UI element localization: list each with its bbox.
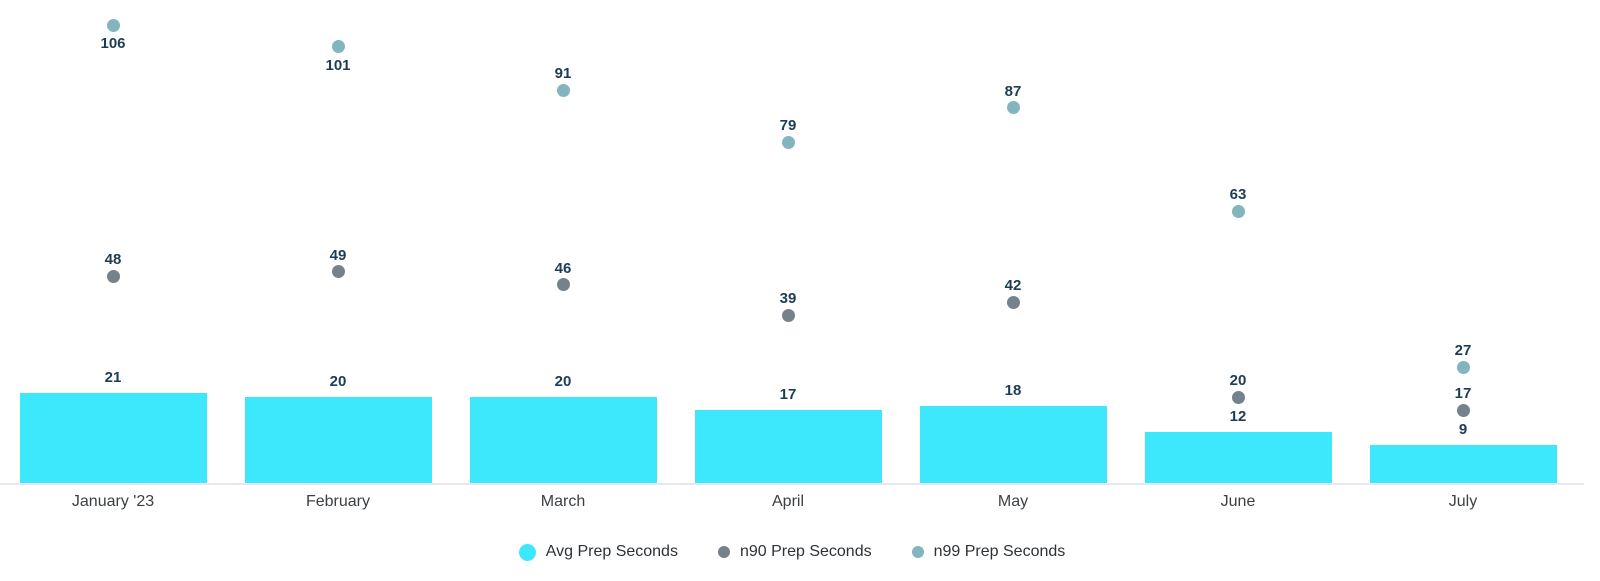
legend-label-n99-prep-seconds: n99 Prep Seconds	[933, 543, 1066, 560]
n99-prep-seconds-dot-february[interactable]	[331, 40, 345, 54]
x-axis-label-february: February	[305, 493, 371, 510]
legend-label-avg-prep-seconds: Avg Prep Seconds	[545, 543, 678, 560]
n90-prep-seconds-value-label-july: 17	[1454, 385, 1472, 403]
n90-prep-seconds-dot-july[interactable]	[1456, 403, 1470, 417]
bar-avg-prep-seconds-february[interactable]	[244, 397, 432, 484]
n90-prep-seconds-value-label-june: 20	[1229, 372, 1247, 390]
bar-value-label-april: 17	[779, 386, 797, 404]
bar-value-label-january-23: 21	[104, 369, 122, 387]
x-axis-label-july: July	[1448, 493, 1478, 510]
n99-prep-seconds-value-label-january-23: 106	[100, 35, 126, 53]
bar-avg-prep-seconds-march[interactable]	[469, 397, 657, 484]
n99-prep-seconds-dot-june[interactable]	[1231, 204, 1245, 218]
legend-item-n99-prep-seconds[interactable]: n99 Prep Seconds	[911, 542, 1066, 562]
n99-prep-seconds-value-label-april: 79	[779, 117, 797, 135]
bar-value-label-march: 20	[554, 373, 572, 391]
legend: Avg Prep Seconds n90 Prep Seconds n99 Prep…	[0, 542, 1584, 562]
n90-prep-seconds-dot-january-23[interactable]	[106, 269, 120, 283]
bar-avg-prep-seconds-june[interactable]	[1144, 432, 1332, 484]
legend-marker-n90-prep-seconds-icon	[717, 546, 730, 558]
legend-item-avg-prep-seconds[interactable]: Avg Prep Seconds	[518, 542, 678, 562]
n90-prep-seconds-value-label-may: 42	[1004, 277, 1022, 295]
n99-prep-seconds-dot-january-23[interactable]	[106, 18, 120, 32]
legend-marker-n99-prep-seconds-icon	[911, 546, 924, 558]
n99-prep-seconds-value-label-june: 63	[1229, 186, 1247, 204]
bar-avg-prep-seconds-july[interactable]	[1369, 445, 1557, 484]
n90-prep-seconds-dot-april[interactable]	[781, 308, 795, 322]
n90-prep-seconds-dot-may[interactable]	[1006, 295, 1020, 309]
bar-value-label-may: 18	[1004, 382, 1022, 400]
bar-value-label-june: 12	[1229, 408, 1247, 426]
x-axis-label-january-23: January '23	[71, 493, 155, 510]
n90-prep-seconds-value-label-january-23: 48	[104, 251, 122, 269]
n99-prep-seconds-value-label-march: 91	[554, 65, 572, 83]
x-axis-label-may: May	[997, 493, 1029, 510]
bar-value-label-july: 9	[1458, 421, 1468, 439]
legend-label-n90-prep-seconds: n90 Prep Seconds	[739, 543, 872, 560]
n90-prep-seconds-dot-february[interactable]	[331, 265, 345, 279]
legend-item-n90-prep-seconds[interactable]: n90 Prep Seconds	[717, 542, 872, 562]
bar-avg-prep-seconds-january-23[interactable]	[19, 393, 207, 484]
n90-prep-seconds-value-label-february: 49	[329, 246, 347, 264]
n90-prep-seconds-value-label-april: 39	[779, 290, 797, 308]
n99-prep-seconds-dot-july[interactable]	[1456, 360, 1470, 374]
bar-avg-prep-seconds-april[interactable]	[694, 410, 882, 484]
bar-value-label-february: 20	[329, 373, 347, 391]
legend-marker-avg-prep-seconds-icon	[518, 543, 536, 561]
n99-prep-seconds-value-label-may: 87	[1004, 82, 1022, 100]
n99-prep-seconds-value-label-february: 101	[325, 56, 351, 74]
n99-prep-seconds-dot-april[interactable]	[781, 135, 795, 149]
n99-prep-seconds-dot-may[interactable]	[1006, 101, 1020, 115]
n90-prep-seconds-dot-march[interactable]	[556, 278, 570, 292]
n90-prep-seconds-value-label-march: 46	[554, 259, 572, 277]
x-axis-line	[0, 483, 1584, 485]
x-axis-label-april: April	[771, 493, 805, 510]
x-axis-label-march: March	[540, 493, 586, 510]
n90-prep-seconds-dot-june[interactable]	[1231, 390, 1245, 404]
x-axis-label-june: June	[1220, 493, 1256, 510]
n99-prep-seconds-dot-march[interactable]	[556, 83, 570, 97]
n99-prep-seconds-value-label-july: 27	[1454, 342, 1472, 360]
bar-avg-prep-seconds-may[interactable]	[919, 406, 1107, 484]
